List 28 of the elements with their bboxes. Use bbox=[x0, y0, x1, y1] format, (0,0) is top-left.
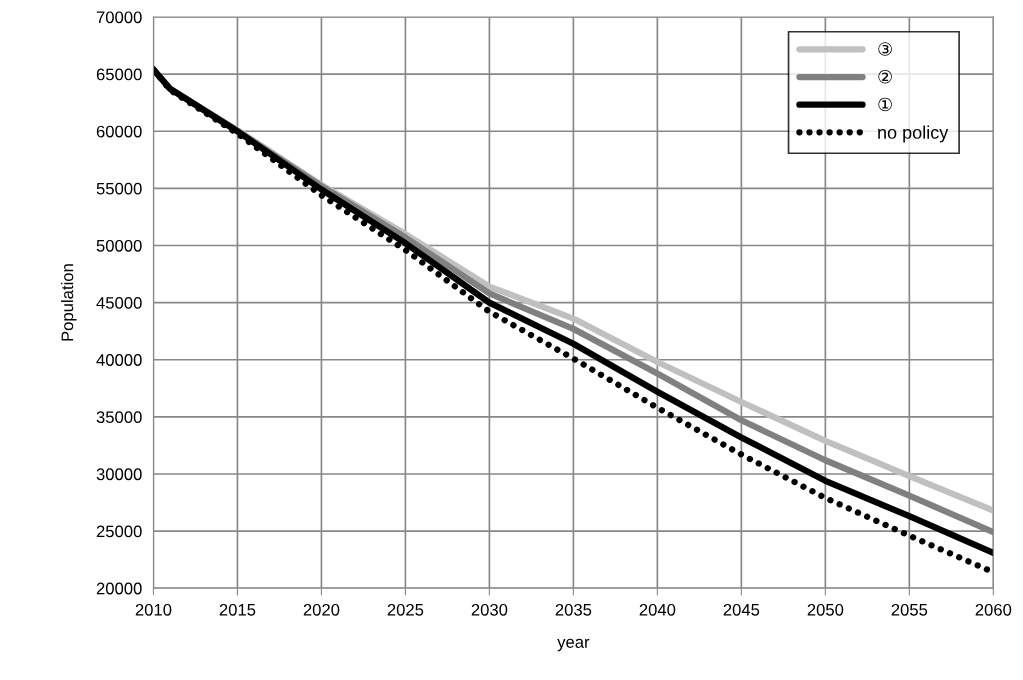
legend-label: no policy bbox=[878, 125, 949, 143]
x-tick-label: 2055 bbox=[891, 603, 928, 616]
x-tick-label: 2045 bbox=[723, 603, 760, 616]
y-tick-label: 65000 bbox=[96, 68, 142, 81]
legend-label: ② bbox=[878, 69, 892, 84]
y-axis-title: Population bbox=[61, 264, 77, 341]
x-tick-label: 2025 bbox=[387, 603, 424, 616]
x-tick-label: 2010 bbox=[135, 603, 172, 616]
x-tick-label: 2015 bbox=[219, 603, 256, 616]
y-tick-label: 60000 bbox=[96, 125, 142, 138]
y-tick-label: 45000 bbox=[96, 297, 142, 309]
y-tick-label: 70000 bbox=[96, 11, 142, 24]
legend-label: ③ bbox=[878, 42, 892, 56]
y-tick-label: 40000 bbox=[96, 354, 142, 366]
y-tick-label: 35000 bbox=[96, 411, 142, 424]
y-tick-label: 50000 bbox=[96, 239, 142, 252]
x-tick-label: 2050 bbox=[807, 603, 844, 616]
x-tick-label: 2020 bbox=[303, 603, 340, 616]
x-tick-label: 2060 bbox=[975, 603, 1012, 616]
legend-label: ① bbox=[878, 97, 892, 112]
x-tick-label: 2040 bbox=[639, 603, 676, 616]
y-tick-label: 20000 bbox=[96, 582, 142, 595]
x-tick-label: 2035 bbox=[555, 603, 592, 616]
x-axis-title: year bbox=[557, 638, 590, 652]
y-tick-label: 55000 bbox=[96, 182, 142, 195]
x-tick-label: 2030 bbox=[471, 603, 508, 616]
y-tick-label: 25000 bbox=[96, 525, 142, 538]
y-tick-label: 30000 bbox=[96, 468, 142, 481]
